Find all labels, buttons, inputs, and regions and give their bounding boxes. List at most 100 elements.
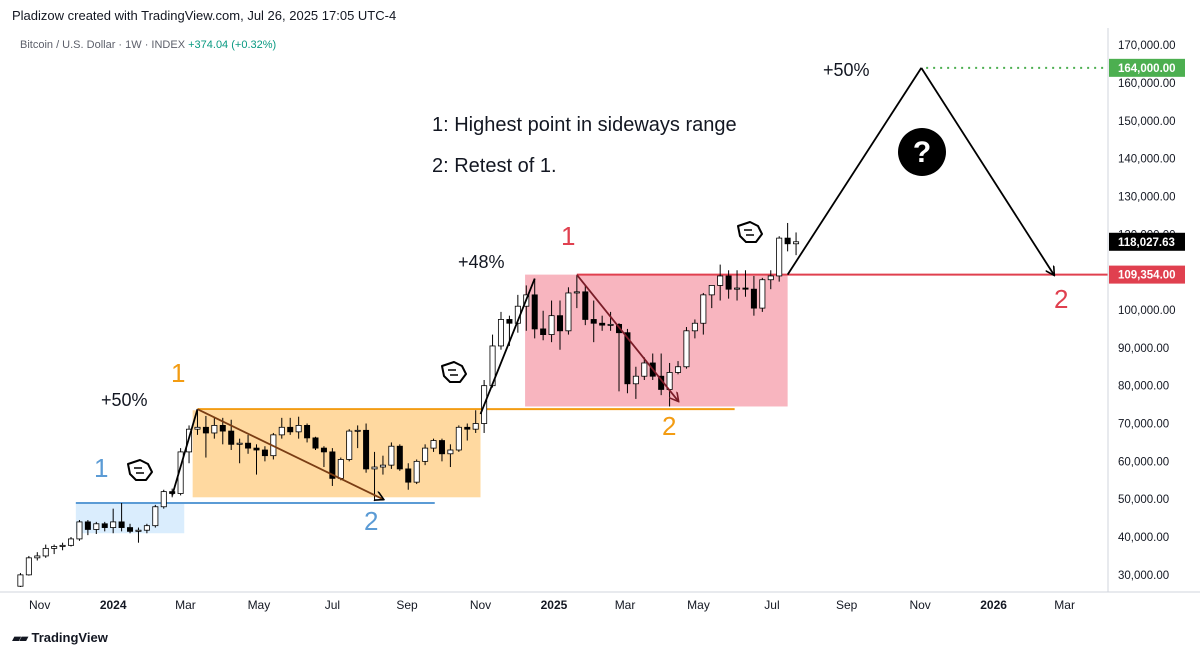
candle <box>573 274 580 309</box>
tradingview-logo-icon: ▰▰ <box>12 630 29 645</box>
candle <box>68 537 75 547</box>
candle <box>742 270 749 297</box>
time-tick-label: Nov <box>909 598 930 612</box>
time-tick-label: Sep <box>396 598 418 612</box>
range-zones <box>75 274 788 534</box>
candle <box>363 423 370 473</box>
red-range-label-2: 2 <box>1054 284 1068 314</box>
candle <box>42 544 49 558</box>
price-marker-label: 118,027.63 <box>1118 237 1175 249</box>
candle <box>329 448 336 486</box>
price-tick-label: 170,000.00 <box>1118 40 1176 52</box>
price-tick-label: 130,000.00 <box>1118 191 1176 203</box>
time-tick-label: Mar <box>615 598 636 612</box>
price-tick-label: 40,000.00 <box>1118 532 1169 544</box>
candle <box>641 357 648 380</box>
tradingview-brand[interactable]: ▰▰ TradingView <box>12 630 108 645</box>
blue-range-label-2: 2 <box>364 506 378 536</box>
candle <box>127 523 134 534</box>
candle <box>312 436 319 450</box>
time-tick-label: Jul <box>325 598 340 612</box>
candle <box>691 319 698 339</box>
price-tick-label: 30,000.00 <box>1118 570 1169 582</box>
level-lines <box>75 66 1108 504</box>
candle <box>354 425 361 449</box>
candle <box>759 277 766 312</box>
candle <box>295 416 302 439</box>
candle <box>784 222 791 252</box>
candle <box>590 300 597 343</box>
trend-arrows <box>171 67 1054 499</box>
candle <box>582 285 589 326</box>
pointing-hand-icon <box>737 221 763 243</box>
axes: 170,000.00160,000.00150,000.00140,000.00… <box>0 28 1200 612</box>
price-tick-label: 90,000.00 <box>1118 343 1169 355</box>
candle <box>455 425 462 452</box>
time-tick-label: 2026 <box>980 598 1007 612</box>
candle <box>160 489 167 509</box>
candle <box>93 521 100 534</box>
candle <box>101 521 108 532</box>
price-tick-label: 60,000.00 <box>1118 456 1169 468</box>
candle <box>304 423 311 443</box>
pointing-hand-icon <box>127 459 153 481</box>
candle <box>143 523 150 534</box>
candle <box>135 527 142 543</box>
blue-range-label-1: 1 <box>94 453 108 483</box>
orange-range-label-2: 2 <box>662 411 676 441</box>
decline-arrow-first <box>197 408 382 499</box>
gain-label-first: +50% <box>101 390 148 410</box>
candle <box>287 417 294 435</box>
price-marker-badge <box>1109 232 1185 251</box>
candle <box>700 292 707 335</box>
candle <box>540 310 547 341</box>
price-tick-label: 160,000.00 <box>1118 78 1176 90</box>
candle <box>531 278 538 339</box>
candle <box>624 328 631 394</box>
gain-label-second: +48% <box>458 252 505 272</box>
candle <box>464 423 471 441</box>
time-tick-label: Nov <box>470 598 491 612</box>
candle <box>767 270 774 290</box>
candle <box>346 429 353 462</box>
price-tick-label: 80,000.00 <box>1118 381 1169 393</box>
price-marker-badge <box>1109 58 1185 77</box>
candle <box>438 438 445 462</box>
candle <box>110 508 117 534</box>
candle <box>413 459 420 485</box>
symbol-title: Bitcoin / U.S. Dollar · 1W · INDEX <box>20 39 186 51</box>
candle <box>472 410 479 433</box>
candle <box>734 270 741 301</box>
candle <box>776 236 783 282</box>
candle <box>405 463 412 490</box>
question-mark: ? <box>913 136 931 169</box>
candle <box>76 520 83 541</box>
candle <box>211 417 218 439</box>
candle <box>497 311 504 350</box>
price-tick-label: 140,000.00 <box>1118 154 1176 166</box>
symbol-info: Bitcoin / U.S. Dollar · 1W · INDEX +374.… <box>20 39 276 51</box>
orange-range-zone <box>192 410 481 498</box>
brand-name: TradingView <box>31 630 108 645</box>
red-range-label-1: 1 <box>561 221 575 251</box>
candle <box>261 446 268 462</box>
candle <box>320 446 327 468</box>
candle <box>599 315 606 331</box>
candle <box>25 555 32 576</box>
price-marker-label: 164,000.00 <box>1118 63 1176 75</box>
time-tick-label: Jul <box>764 598 779 612</box>
candle <box>725 270 732 299</box>
chart-byline: Pladizow created with TradingView.com, J… <box>12 8 397 23</box>
candle <box>557 300 564 350</box>
candle <box>118 502 125 532</box>
candle <box>84 520 91 536</box>
candle <box>51 544 58 555</box>
rally-line-first <box>171 408 199 496</box>
pointing-hand-icon <box>441 361 467 383</box>
orange-range-label-1: 1 <box>171 358 185 388</box>
candle <box>675 361 682 375</box>
note-retest: 2: Retest of 1. <box>432 155 557 177</box>
candle <box>430 438 437 452</box>
time-tick-label: 2024 <box>100 598 127 612</box>
